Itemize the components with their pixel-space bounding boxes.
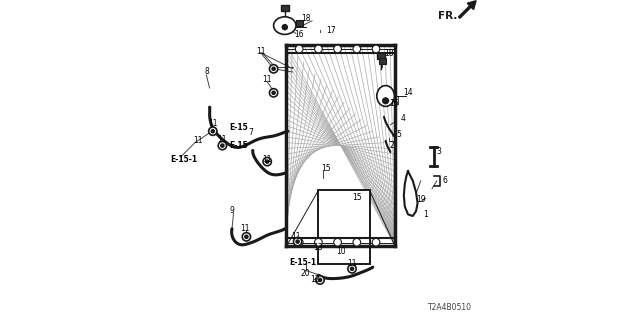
Circle shape — [209, 127, 217, 135]
Circle shape — [221, 144, 224, 147]
Text: 4: 4 — [401, 114, 406, 123]
Circle shape — [272, 91, 275, 94]
Ellipse shape — [274, 17, 296, 35]
Text: 15: 15 — [352, 193, 362, 202]
Text: 18: 18 — [301, 14, 310, 23]
Circle shape — [296, 238, 303, 246]
Circle shape — [353, 238, 361, 246]
Text: 18: 18 — [384, 49, 394, 58]
Text: 11: 11 — [194, 136, 203, 145]
Circle shape — [296, 240, 300, 243]
Bar — [379, 58, 386, 64]
Bar — [287, 45, 395, 246]
Text: E-15: E-15 — [229, 141, 248, 150]
Text: 6: 6 — [442, 176, 447, 185]
Text: E-15-1: E-15-1 — [170, 156, 198, 164]
Circle shape — [243, 233, 251, 241]
Circle shape — [263, 157, 271, 166]
Circle shape — [372, 45, 380, 53]
Text: 11: 11 — [262, 156, 272, 164]
Circle shape — [269, 89, 278, 97]
Text: 20: 20 — [301, 269, 310, 278]
Circle shape — [316, 276, 324, 284]
Text: E-15: E-15 — [229, 124, 248, 132]
Text: 1: 1 — [423, 210, 428, 219]
Text: 12: 12 — [310, 276, 320, 284]
Text: FR.: FR. — [438, 11, 458, 21]
Circle shape — [245, 235, 248, 238]
Text: 11: 11 — [256, 47, 266, 56]
Text: 16: 16 — [294, 30, 304, 39]
Circle shape — [266, 160, 269, 163]
Circle shape — [383, 98, 388, 104]
Circle shape — [315, 45, 322, 53]
Text: 15: 15 — [321, 164, 332, 173]
Text: 7: 7 — [249, 128, 253, 137]
Text: 13: 13 — [314, 244, 323, 252]
Ellipse shape — [377, 85, 394, 106]
Text: 2: 2 — [390, 141, 394, 150]
Text: 3: 3 — [436, 148, 441, 156]
Text: 17: 17 — [326, 26, 336, 35]
Text: 11: 11 — [208, 119, 218, 128]
Bar — [319, 190, 370, 264]
Bar — [319, 190, 370, 264]
Circle shape — [353, 45, 361, 53]
Circle shape — [269, 65, 278, 73]
Circle shape — [296, 45, 303, 53]
Circle shape — [315, 238, 322, 246]
Text: 14: 14 — [403, 88, 413, 97]
Text: T2A4B0510: T2A4B0510 — [428, 303, 472, 312]
Text: 10: 10 — [336, 247, 346, 256]
Circle shape — [272, 67, 275, 70]
Circle shape — [351, 267, 354, 270]
Text: 11: 11 — [240, 224, 250, 233]
Text: 9: 9 — [230, 206, 234, 215]
Circle shape — [348, 265, 356, 273]
Bar — [281, 5, 289, 11]
Circle shape — [334, 238, 342, 246]
Text: 16: 16 — [388, 100, 399, 108]
FancyArrow shape — [458, 1, 476, 18]
Circle shape — [334, 45, 342, 53]
Text: 19: 19 — [416, 196, 426, 204]
Circle shape — [372, 238, 380, 246]
Circle shape — [218, 141, 227, 150]
Text: 5: 5 — [396, 130, 401, 139]
Text: 11: 11 — [348, 260, 356, 268]
Text: 8: 8 — [204, 68, 209, 76]
Circle shape — [319, 278, 322, 282]
Circle shape — [211, 130, 214, 133]
Bar — [296, 20, 303, 26]
Text: 11: 11 — [291, 232, 301, 241]
Text: 11: 11 — [262, 76, 272, 84]
Circle shape — [282, 25, 287, 30]
Text: E-15-1: E-15-1 — [289, 258, 316, 267]
Bar — [377, 53, 385, 59]
Circle shape — [293, 237, 302, 246]
Text: 11: 11 — [218, 135, 227, 144]
